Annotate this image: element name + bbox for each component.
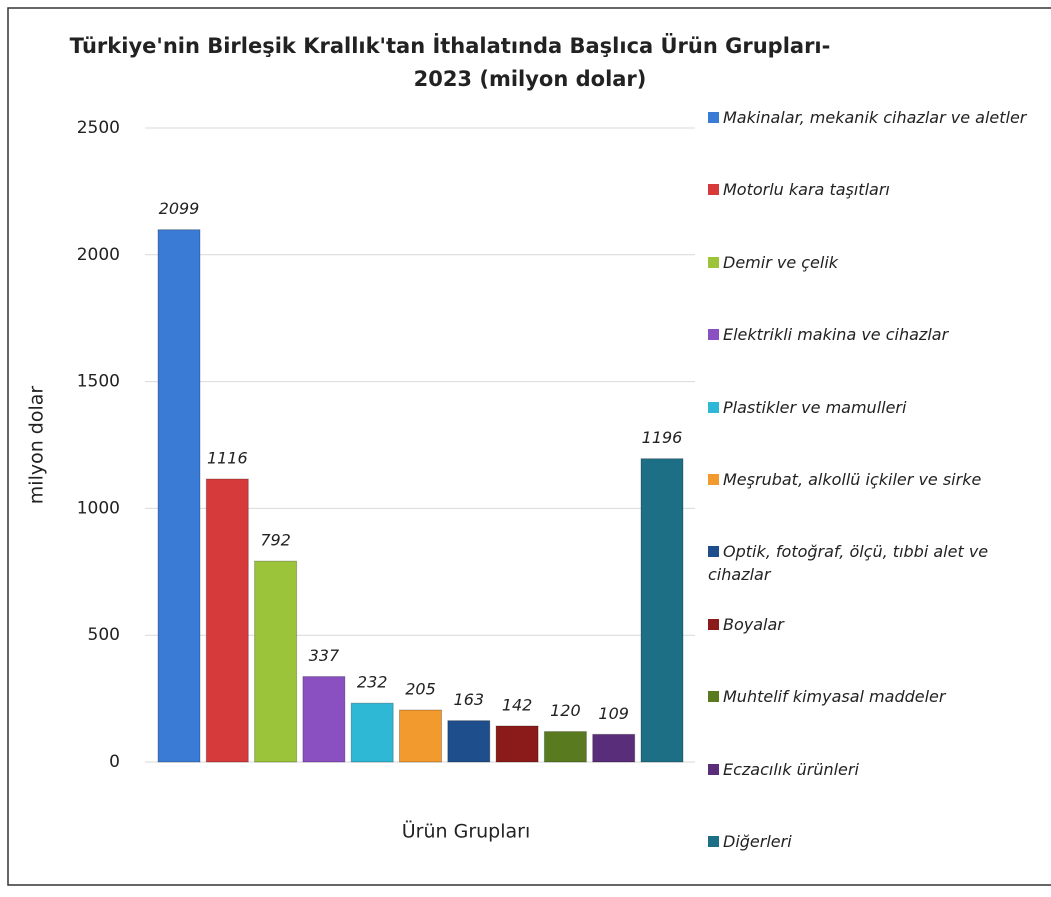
y-tick-label: 1500 xyxy=(77,372,120,392)
legend-swatch xyxy=(708,474,719,485)
bar xyxy=(640,458,684,763)
legend-item: Diğerleri xyxy=(708,830,1043,853)
bar xyxy=(399,709,442,763)
frame xyxy=(7,7,1051,886)
legend-item: Elektrikli makina ve cihazlar xyxy=(708,323,1043,346)
bar xyxy=(254,560,298,763)
legend-swatch xyxy=(708,329,719,341)
data-label: 120 xyxy=(550,701,581,720)
legend-label: Muhtelif kimyasal maddeler xyxy=(723,687,946,707)
legend-item: Eczacılık ürünleri xyxy=(708,758,1043,781)
chart-title: Türkiye'nin Birleşik Krallık'tan İthalat… xyxy=(70,33,831,58)
legend-swatch xyxy=(708,691,719,703)
bar xyxy=(302,676,346,763)
legend-label: Elektrikli makina ve cihazlar xyxy=(723,325,949,345)
data-label: 337 xyxy=(309,646,340,665)
bar xyxy=(350,702,394,763)
data-label: 1116 xyxy=(207,448,248,467)
data-label: 2099 xyxy=(159,199,200,218)
legend-item: Demir ve çelik xyxy=(708,251,1043,274)
y-tick-label: 500 xyxy=(88,625,120,645)
legend-label: Optik, fotoğraf, ölçü, tıbbi alet ve cih… xyxy=(708,542,989,585)
y-tick-label: 1000 xyxy=(77,498,120,518)
data-label: 142 xyxy=(502,695,533,714)
legend-label: Meşrubat, alkollü içkiler ve sirke xyxy=(723,470,982,489)
legend-label: Motorlu kara taşıtları xyxy=(723,180,890,200)
legend-label: Plastikler ve mamulleri xyxy=(723,397,907,417)
legend-item: Boyalar xyxy=(708,613,1043,636)
data-label: 232 xyxy=(357,673,388,692)
legend-swatch xyxy=(708,112,719,123)
y-tick-label: 2000 xyxy=(77,245,120,265)
legend-swatch xyxy=(708,618,719,630)
legend-item: Makinalar, mekanik cihazlar ve aletler xyxy=(708,106,1043,129)
legend-item: Optik, fotoğraf, ölçü, tıbbi alet ve cih… xyxy=(708,540,1043,586)
data-label: 1196 xyxy=(642,428,683,447)
legend-item: Plastikler ve mamulleri xyxy=(708,396,1043,419)
y-tick-label: 2500 xyxy=(77,118,120,138)
data-label: 163 xyxy=(454,690,485,709)
legend-label: Diğerleri xyxy=(723,832,792,851)
legend-swatch xyxy=(708,401,719,413)
x-axis-label: Ürün Grupları xyxy=(402,820,531,843)
bar xyxy=(592,733,636,763)
legend-label: Eczacılık ürünleri xyxy=(723,759,859,779)
bar xyxy=(157,229,201,763)
legend-label: Boyalar xyxy=(723,614,784,634)
legend-swatch xyxy=(708,763,719,775)
bar xyxy=(495,725,539,763)
data-label: 792 xyxy=(260,531,291,550)
legend-swatch xyxy=(708,836,719,847)
legend-label: Demir ve çelik xyxy=(723,252,839,272)
legend-swatch xyxy=(708,184,719,196)
legend-item: Meşrubat, alkollü içkiler ve sirke xyxy=(708,468,1043,491)
data-label: 205 xyxy=(405,680,436,699)
y-tick-label: 0 xyxy=(109,752,120,772)
bar xyxy=(543,731,587,763)
bar xyxy=(447,720,491,763)
y-axis-label: milyon dolar xyxy=(26,386,48,505)
chart-title: 2023 (milyon dolar) xyxy=(414,67,647,91)
legend-item: Motorlu kara taşıtları xyxy=(708,178,1043,201)
legend-item: Muhtelif kimyasal maddeler xyxy=(708,685,1043,708)
legend-swatch xyxy=(708,546,719,558)
legend-label: Makinalar, mekanik cihazlar ve aletler xyxy=(723,108,1027,127)
bar xyxy=(205,478,249,763)
legend-swatch xyxy=(708,256,719,268)
data-label: 109 xyxy=(598,704,629,723)
